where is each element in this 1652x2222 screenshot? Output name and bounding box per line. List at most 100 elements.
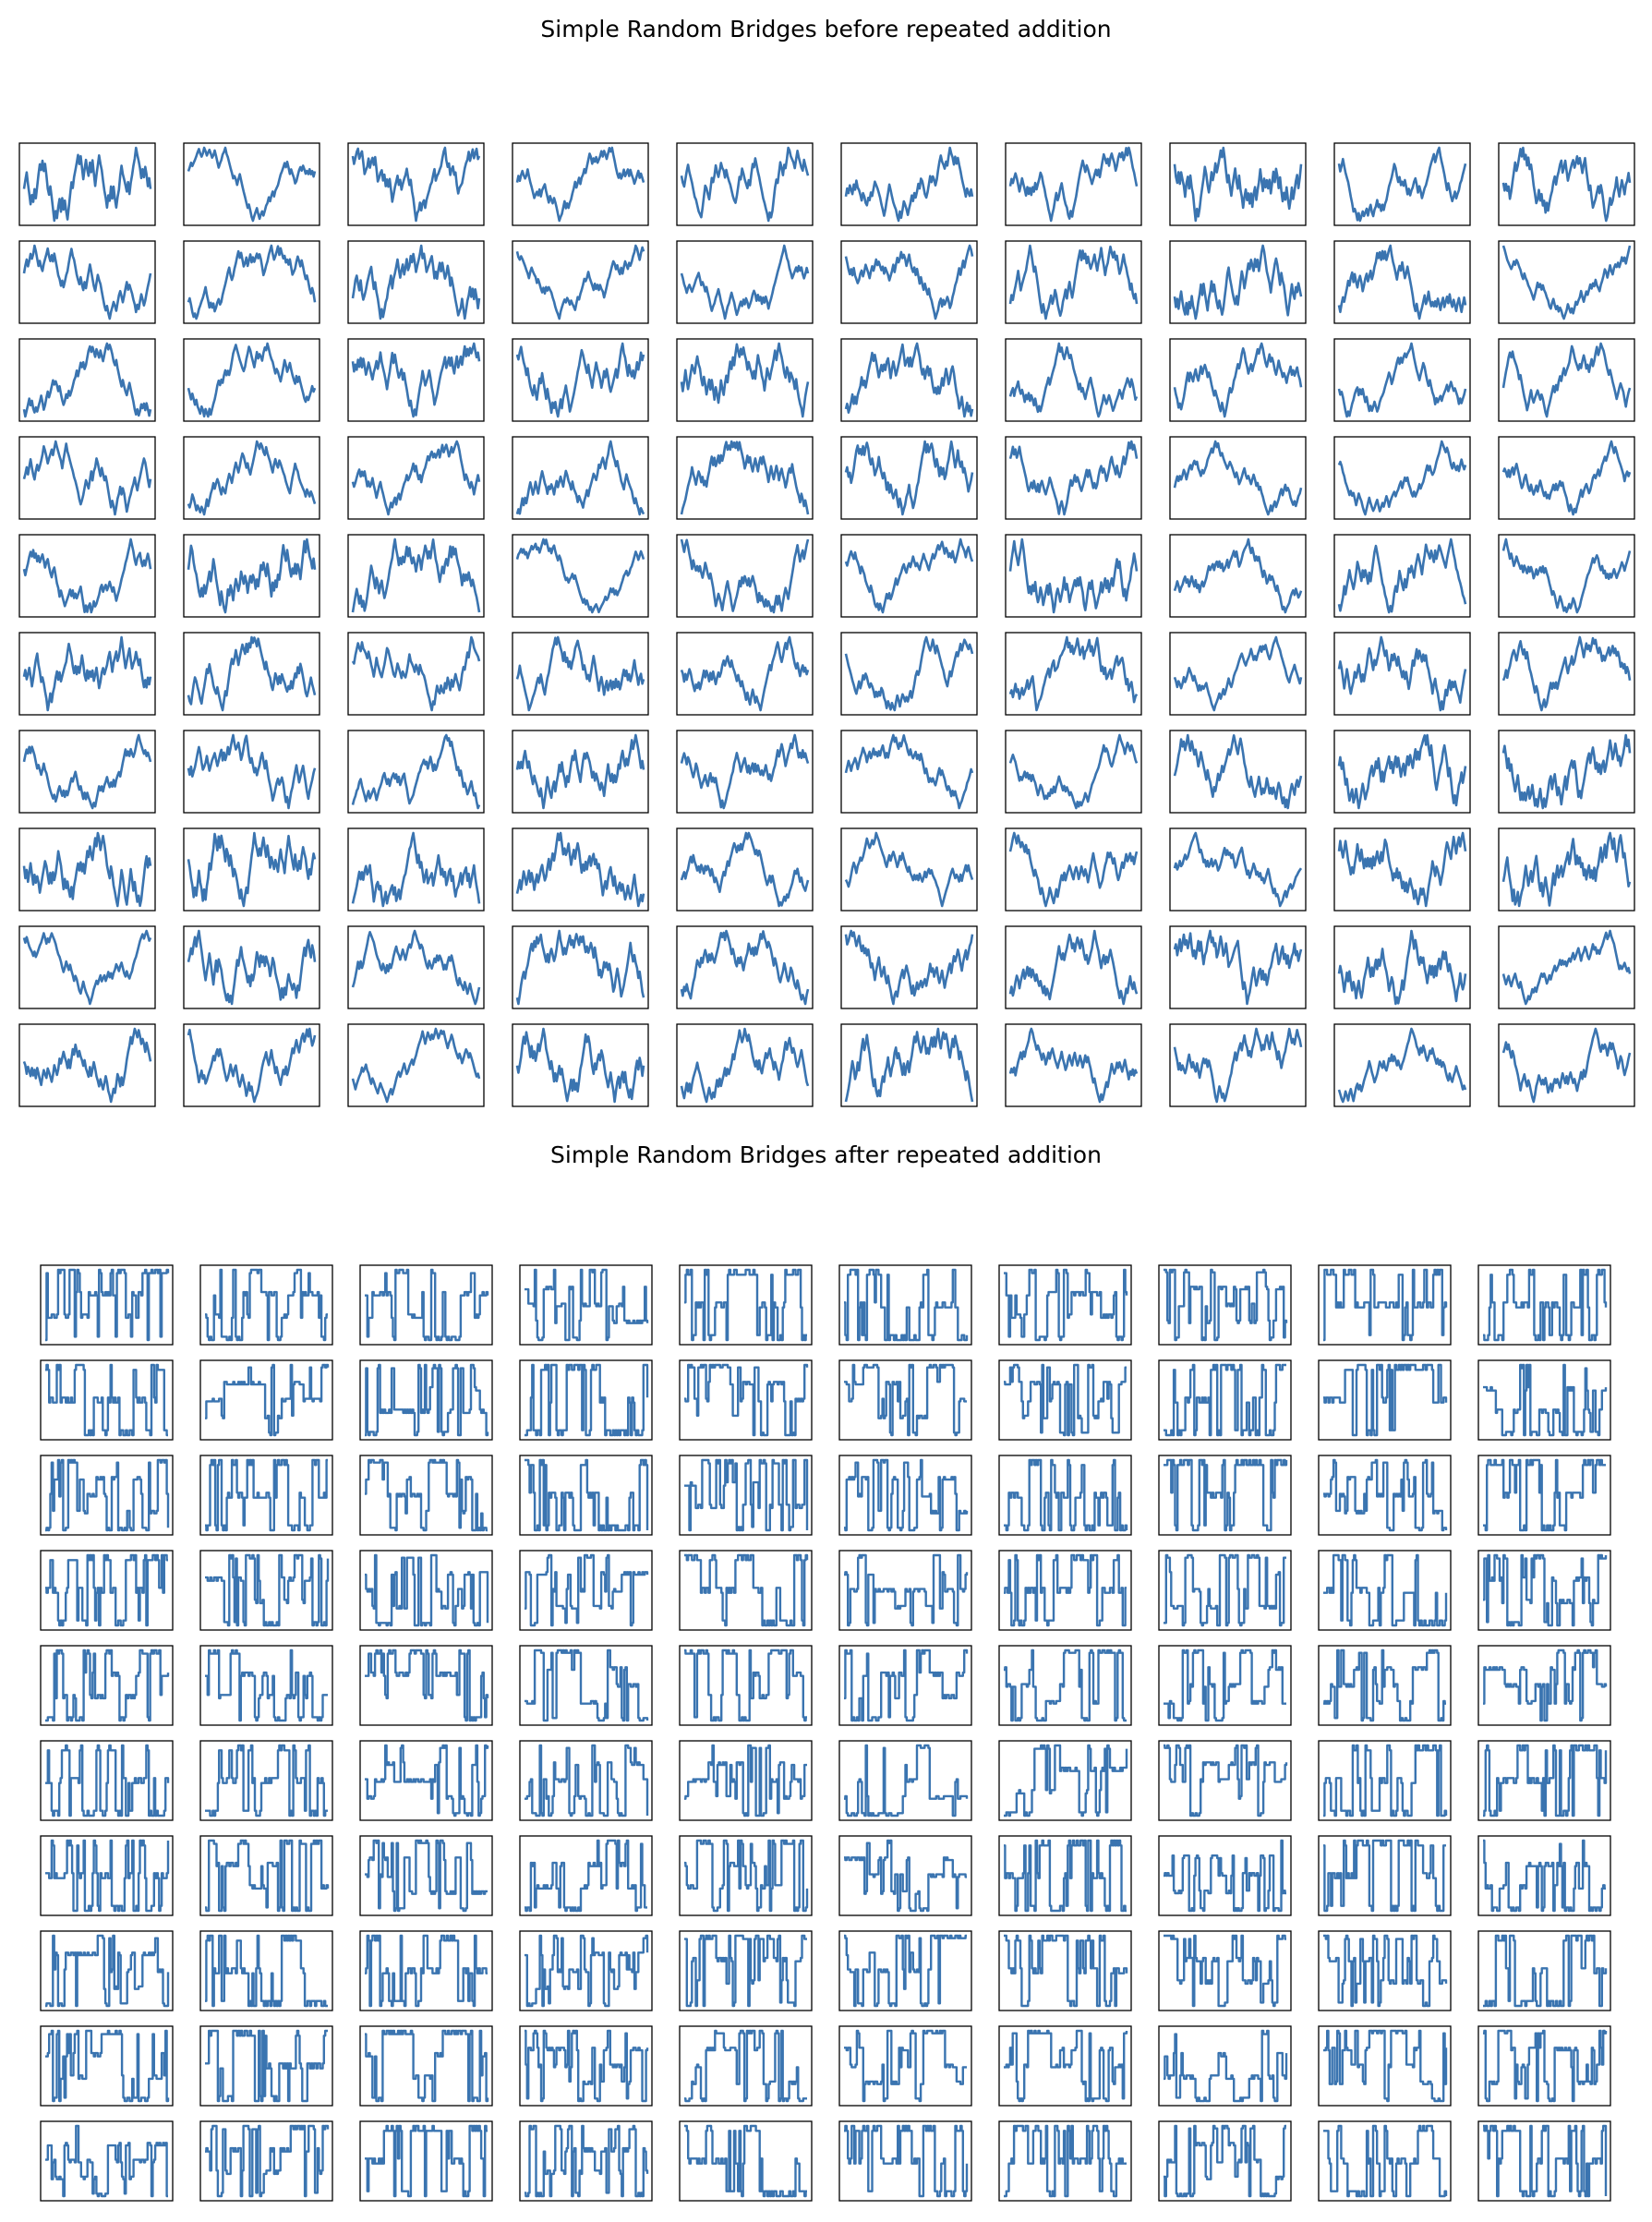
subplot-panel	[998, 1550, 1132, 1631]
series-line	[515, 733, 645, 810]
subplot-frame	[1158, 1550, 1292, 1631]
series-line	[365, 1268, 489, 1342]
subplot-panel	[1169, 338, 1307, 422]
subplot-panel	[1318, 1359, 1452, 1441]
series-line	[205, 1648, 328, 1722]
series-line	[684, 2029, 807, 2103]
series-line	[844, 1744, 969, 1817]
series-line	[525, 1934, 649, 2008]
series-line	[45, 1839, 170, 1913]
series-line	[1483, 1458, 1606, 1532]
series-line	[1483, 2029, 1608, 2103]
series-line	[1337, 537, 1467, 614]
series-line	[680, 1027, 810, 1104]
series-line	[351, 733, 481, 810]
subplot-panel	[183, 827, 320, 912]
series-line	[844, 1363, 967, 1437]
subplot-panel	[676, 730, 814, 814]
series-line	[1337, 244, 1467, 320]
subplot-frame	[1005, 827, 1142, 912]
series-line	[45, 1744, 170, 1817]
subplot-panel	[840, 1023, 978, 1107]
subplot-panel	[1318, 2025, 1452, 2107]
series-line	[365, 1744, 489, 1817]
series-line	[1323, 1553, 1448, 1627]
subplot-panel	[519, 1359, 653, 1441]
series-line	[205, 1458, 328, 1532]
subplot-panel	[183, 730, 320, 814]
series-line	[1164, 1648, 1286, 1722]
subplot-frame	[512, 534, 649, 618]
series-line	[1323, 1458, 1448, 1532]
subplot-panel	[838, 1740, 972, 1821]
subplot-panel	[183, 925, 320, 1009]
series-line	[1164, 1363, 1286, 1437]
subplot-frame	[1158, 1359, 1292, 1441]
series-line	[844, 929, 974, 1006]
series-line	[1004, 1744, 1128, 1817]
subplot-panel	[1318, 1930, 1452, 2011]
subplot-frame	[998, 1645, 1132, 1726]
series-line	[525, 1268, 649, 1342]
subplot-frame	[519, 1645, 653, 1726]
series-line	[1164, 1744, 1288, 1817]
series-line	[187, 1027, 317, 1104]
subplot-panel	[998, 1645, 1132, 1726]
subplot-frame	[838, 2025, 972, 2107]
subplot-panel	[512, 730, 649, 814]
series-line	[351, 929, 481, 1006]
subplot-panel	[1477, 1835, 1611, 1916]
subplot-panel	[512, 925, 649, 1009]
subplot-panel	[359, 1930, 493, 2011]
subplot-panel	[1333, 1023, 1471, 1107]
series-line	[1173, 1027, 1303, 1104]
subplot-frame	[998, 1455, 1132, 1536]
subplot-panel	[1318, 1455, 1452, 1536]
series-line	[45, 1553, 168, 1627]
subplot-panel	[838, 1359, 972, 1441]
series-line	[1501, 440, 1632, 516]
subplot-panel	[519, 1645, 653, 1726]
subplot-panel	[840, 632, 978, 716]
subplot-panel	[359, 1550, 493, 1631]
subplot-panel	[1477, 2025, 1611, 2107]
subplot-panel	[1498, 925, 1635, 1009]
subplot-panel	[40, 1264, 174, 1346]
subplot-panel	[676, 632, 814, 716]
series-line	[205, 1553, 330, 1627]
series-line	[844, 537, 974, 614]
series-line	[22, 244, 152, 320]
subplot-frame	[40, 1264, 174, 1346]
subplot-frame	[40, 1835, 174, 1916]
subplot-panel	[1158, 1550, 1292, 1631]
subplot-panel	[1333, 925, 1471, 1009]
subplot-panel	[1498, 730, 1635, 814]
subplot-panel	[1005, 436, 1142, 520]
series-line	[844, 1839, 967, 1913]
subplot-panel	[347, 436, 485, 520]
series-line	[1483, 1934, 1608, 2008]
subplot-panel	[347, 142, 485, 226]
subplot-panel	[998, 1455, 1132, 1536]
series-line	[1008, 146, 1139, 223]
subplot-panel	[183, 534, 320, 618]
subplot-panel	[40, 1835, 174, 1916]
subplot-panel	[1477, 1264, 1611, 1346]
subplot-panel	[998, 1835, 1132, 1916]
subplot-panel	[199, 2120, 333, 2202]
subplot-panel	[1158, 2120, 1292, 2202]
series-line	[844, 1458, 969, 1532]
subplot-panel	[199, 1264, 333, 1346]
subplot-panel	[512, 240, 649, 324]
subplot-panel	[1005, 1023, 1142, 1107]
subplot-panel	[359, 1645, 493, 1726]
subplot-panel	[183, 240, 320, 324]
subplot-panel	[183, 142, 320, 226]
series-line	[1173, 929, 1303, 1006]
series-line	[844, 2029, 967, 2103]
subplot-frame	[519, 1550, 653, 1631]
subplot-panel	[183, 632, 320, 716]
subplot-panel	[519, 1930, 653, 2011]
subplot-frame	[347, 338, 485, 422]
